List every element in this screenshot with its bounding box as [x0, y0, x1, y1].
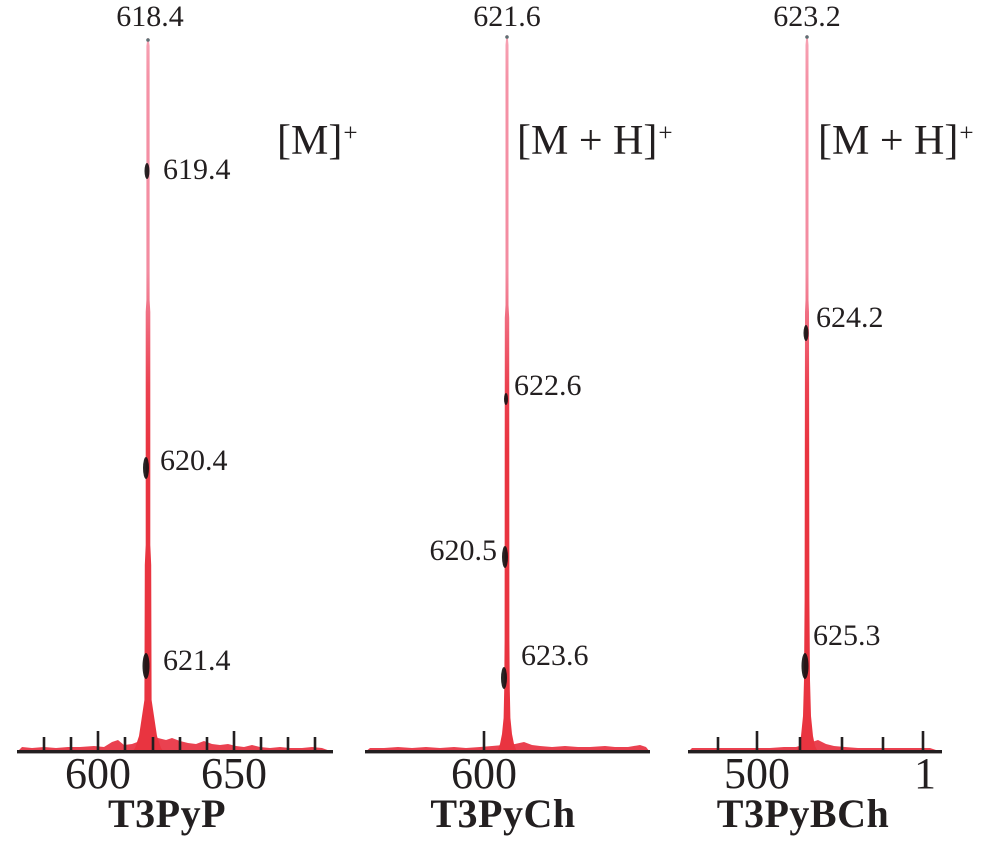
isotope-marker: [504, 393, 508, 405]
ion-base-text: [M]: [277, 118, 343, 164]
major-tick: [96, 731, 100, 753]
minor-tick: [840, 737, 844, 753]
minor-tick: [286, 737, 290, 753]
compound-name: T3PyBCh: [716, 791, 890, 836]
ion-assignment-label: [M]+: [277, 120, 358, 162]
isotope-marker: [143, 457, 149, 479]
major-tick: [755, 731, 759, 753]
isotope-mz-label: 624.2: [816, 301, 884, 334]
spectrum-T3PyBCh: [688, 35, 942, 754]
isotope-mz-label: 620.5: [429, 534, 498, 567]
main-peak: [796, 35, 818, 752]
minor-tick: [798, 737, 802, 753]
minor-tick: [881, 737, 885, 753]
apex-mz-label: 618.4: [116, 0, 184, 33]
axis-tick-label: 500: [724, 749, 790, 798]
isotope-marker: [801, 653, 809, 679]
minor-tick: [69, 737, 73, 753]
ion-charge-superscript: +: [658, 119, 673, 147]
axis-tick-label: 1: [914, 749, 936, 798]
minor-tick: [123, 737, 127, 753]
major-tick: [921, 731, 925, 753]
apex-mz-label: 621.6: [473, 0, 541, 33]
isotope-marker: [142, 653, 150, 679]
ion-charge-superscript: +: [959, 119, 974, 147]
isotope-marker: [501, 667, 507, 689]
ion-base-text: [M + H]: [818, 118, 959, 164]
ion-assignment-label: [M + H]+: [818, 120, 974, 162]
major-tick: [482, 731, 486, 753]
main-peak: [132, 38, 164, 752]
main-peak: [497, 35, 517, 752]
isotope-marker: [144, 163, 150, 179]
spectrum-T3PyP: [17, 38, 333, 754]
isotope-mz-label: 621.4: [163, 644, 231, 677]
apex-mz-label: 623.2: [773, 0, 841, 33]
isotope-marker: [803, 325, 809, 341]
minor-tick: [42, 737, 46, 753]
minor-tick: [313, 737, 317, 753]
isotope-mz-label: 620.4: [160, 444, 228, 477]
compound-name: T3PyCh: [430, 791, 576, 836]
axis-tick-label: 600: [451, 749, 517, 798]
minor-tick: [178, 737, 182, 753]
isotope-marker: [502, 546, 508, 568]
isotope-mz-label: 625.3: [813, 619, 881, 652]
ion-assignment-label: [M + H]+: [517, 120, 673, 162]
minor-tick: [205, 737, 209, 753]
ion-base-text: [M + H]: [517, 118, 658, 164]
minor-tick: [151, 737, 155, 753]
peak-apex-dot: [505, 35, 509, 39]
x-axis-line: [688, 750, 942, 754]
axis-tick-label: 650: [201, 749, 267, 798]
x-axis-line: [17, 750, 333, 754]
ion-charge-superscript: +: [343, 119, 358, 147]
major-tick: [232, 731, 236, 753]
isotope-mz-label: 623.6: [521, 639, 589, 672]
spectrum-T3PyCh: [365, 35, 650, 754]
isotope-mz-label: 622.6: [514, 369, 582, 402]
minor-tick: [259, 737, 263, 753]
compound-name: T3PyP: [107, 791, 227, 836]
minor-tick: [716, 737, 720, 753]
x-axis-line: [365, 750, 650, 754]
peak-apex-dot: [146, 38, 150, 42]
isotope-mz-label: 619.4: [163, 153, 231, 186]
baseline-noise: [17, 738, 333, 752]
peak-apex-dot: [805, 35, 809, 39]
axis-tick-label: 600: [65, 749, 131, 798]
